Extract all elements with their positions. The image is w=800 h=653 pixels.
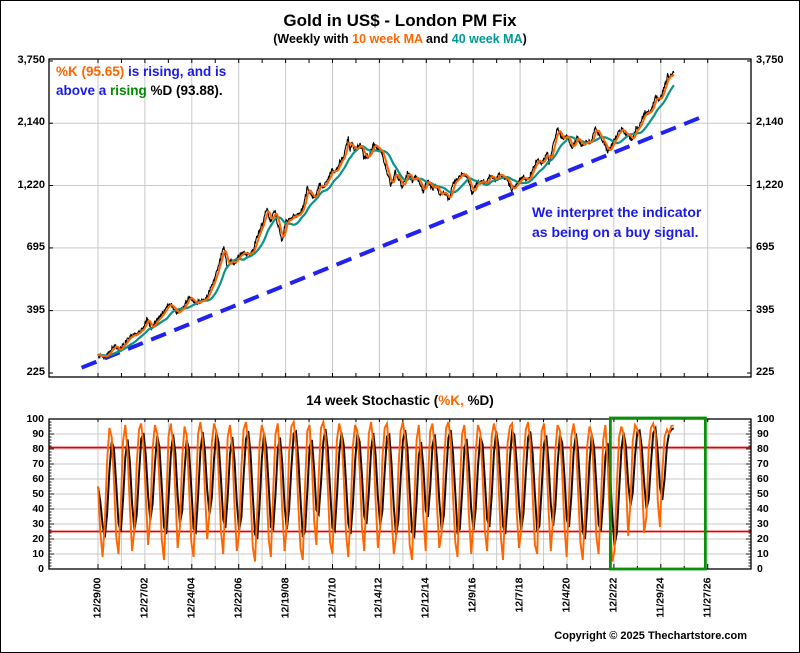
x-axis-date-label: 12/19/08 [279, 577, 292, 618]
main-y-label-left: 695 [26, 240, 45, 253]
x-axis-date-label: 12/2/22 [607, 577, 620, 613]
stoch-y-label-left: 0 [38, 562, 44, 575]
stoch-y-label-right: 10 [757, 547, 769, 560]
stoch-y-label-right: 30 [757, 517, 769, 530]
stochastic-status-annotation: %K (95.65) is rising, and is above a ris… [56, 62, 226, 100]
x-axis-date-label: 12/4/20 [560, 577, 573, 613]
stoch-y-label-right: 40 [757, 502, 769, 515]
x-axis-date-label: 12/22/06 [232, 577, 245, 618]
x-axis-date-label: 12/24/04 [185, 577, 198, 618]
page-title: Gold in US$ - London PM Fix [283, 11, 517, 30]
stoch-y-label-left: 70 [32, 457, 44, 470]
x-axis-date-label: 12/14/12 [372, 577, 385, 618]
stoch-y-label-right: 0 [757, 562, 763, 575]
x-axis-date-label: 12/17/10 [326, 577, 338, 618]
main-y-label-left: 2,140 [17, 116, 45, 129]
stoch-y-label-left: 50 [32, 487, 44, 500]
stoch-y-label-right: 50 [757, 487, 769, 500]
main-y-label-left: 225 [26, 366, 45, 378]
main-y-label-right: 2,140 [756, 116, 784, 129]
stoch-y-label-right: 70 [757, 457, 769, 470]
stoch-y-label-left: 30 [32, 517, 44, 530]
x-axis-date-label: 12/29/00 [91, 577, 104, 618]
ma10-line [97, 73, 675, 358]
subtitle-suffix: ) [522, 32, 527, 46]
copyright-text: Copyright © 2025 Thechartstore.com [554, 630, 747, 642]
stoch-y-label-left: 60 [32, 472, 44, 485]
stochastic-k-line [97, 418, 674, 562]
subtitle-prefix: (Weekly with [273, 32, 353, 46]
stoch-y-label-right: 100 [757, 412, 775, 425]
stoch-y-label-left: 40 [32, 502, 44, 515]
x-axis-date-label: 12/27/02 [138, 577, 151, 618]
ma10-legend-label: 10 week MA [352, 32, 423, 46]
main-y-label-right: 395 [756, 303, 775, 316]
stoch-y-label-left: 20 [32, 532, 44, 545]
ma40-legend-label: 40 week MA [451, 32, 523, 46]
main-y-label-right: 1,220 [756, 178, 784, 191]
chart-subtitle: (Weekly with 10 week MA and 40 week MA) [1, 32, 799, 46]
stochastic-status-line2: above a rising %D (93.88). [56, 83, 223, 98]
main-panel-border [48, 58, 752, 378]
stoch-y-label-right: 80 [757, 442, 769, 455]
highlight-box [608, 416, 707, 571]
support-trendline [80, 113, 707, 370]
stoch-y-label-right: 60 [757, 472, 769, 485]
stochastic-panel-title: 14 week Stochastic (%K, %D) [306, 393, 494, 408]
main-y-label-left: 1,220 [17, 178, 45, 191]
subtitle-middle: and [422, 32, 452, 46]
gold-price-line [97, 70, 675, 360]
stoch-y-label-right: 20 [757, 532, 769, 545]
x-axis-date-label: 12/7/18 [513, 577, 526, 613]
main-y-label-right: 3,750 [756, 54, 784, 66]
main-y-label-right: 695 [756, 240, 775, 253]
stoch-y-label-left: 80 [32, 442, 44, 455]
stoch-y-label-left: 10 [32, 547, 44, 560]
k-value-text: %K (95.65) [56, 64, 125, 79]
stoch-y-label-right: 90 [757, 427, 769, 440]
x-axis-date-label: 11/29/24 [654, 577, 667, 618]
x-axis-date-label: 12/9/16 [466, 577, 479, 613]
main-y-label-left: 395 [26, 303, 45, 316]
main-y-label-right: 225 [756, 366, 775, 378]
x-axis-date-label: 11/27/26 [701, 577, 714, 618]
stochastic-status-line1: %K (95.65) is rising, and is [56, 64, 227, 79]
stoch-y-label-left: 100 [26, 412, 44, 425]
d-value-text: %D (93.88). [146, 83, 223, 98]
x-axis-date-label: 12/12/14 [419, 577, 432, 618]
main-y-label-left: 3,750 [17, 54, 45, 66]
stoch-y-label-left: 90 [32, 427, 44, 440]
buy-signal-annotation: We interpret the indicator as being on a… [532, 204, 702, 240]
